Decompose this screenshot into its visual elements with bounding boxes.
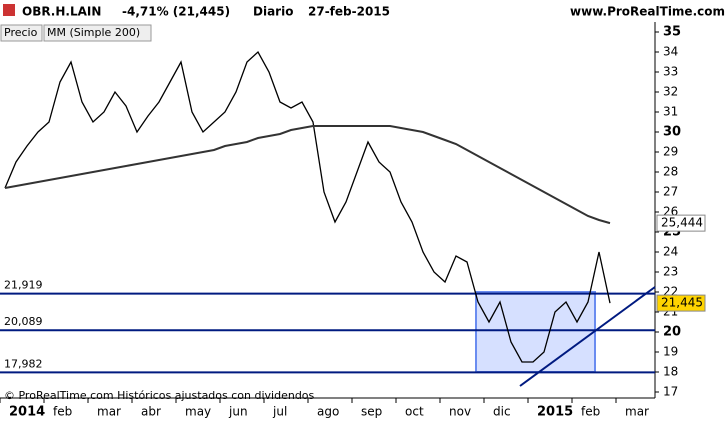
y-tick-label: 18	[663, 365, 678, 379]
y-tick-label: 29	[663, 145, 678, 159]
period: Diario	[253, 5, 293, 19]
level-label: 20,089	[4, 315, 43, 328]
price-tag	[656, 294, 706, 312]
y-tick-label: 27	[663, 185, 678, 199]
x-tick-label: dic	[493, 405, 511, 419]
y-tick-label: 20	[663, 325, 681, 340]
x-tick-label: 2014	[9, 405, 45, 420]
x-tick-label: mar	[97, 405, 121, 419]
price-tag	[656, 214, 706, 232]
price-tag-label: 21,445	[661, 296, 703, 310]
y-tick-label: 28	[663, 165, 678, 179]
button[interactable]	[43, 24, 152, 42]
series-line	[4, 50, 611, 363]
x-tick-label: sep	[361, 405, 382, 419]
series-line	[4, 125, 611, 225]
x-tick-label: nov	[449, 405, 471, 419]
x-tick-label: jul	[272, 405, 287, 419]
button-label[interactable]: Precio	[4, 26, 38, 39]
x-tick-label: ago	[317, 405, 339, 419]
x-tick-label: mar	[625, 405, 649, 419]
x-tick-label: 2015	[537, 405, 573, 420]
symbol: OBR.H.LAIN	[22, 5, 101, 19]
level-label: 17,982	[4, 357, 43, 370]
y-tick-label: 24	[663, 245, 678, 259]
y-tick-label: 34	[663, 45, 678, 59]
x-tick-label: jun	[228, 405, 248, 419]
y-tick-label: 30	[663, 125, 681, 140]
y-tick-label: 35	[663, 25, 681, 40]
y-tick-label: 23	[663, 265, 678, 279]
x-tick-label: feb	[53, 405, 72, 419]
x-tick-label: may	[185, 405, 211, 419]
y-tick-label: 19	[663, 345, 678, 359]
level-label: 21,919	[4, 279, 43, 292]
button[interactable]	[0, 24, 43, 42]
button-label[interactable]: MM (Simple 200)	[47, 26, 140, 39]
x-tick-label: oct	[405, 405, 424, 419]
x-tick-label: abr	[141, 405, 161, 419]
y-tick-label: 17	[663, 385, 678, 399]
trend-line	[519, 286, 656, 387]
y-tick-label: 33	[663, 65, 678, 79]
candle-icon	[3, 4, 15, 16]
date: 27-feb-2015	[308, 5, 390, 19]
range-box	[475, 291, 596, 373]
y-tick-label: 31	[663, 105, 678, 119]
y-tick-label: 32	[663, 85, 678, 99]
x-tick-label: feb	[581, 405, 600, 419]
footnote: © ProRealTime.com Históricos ajustados c…	[4, 389, 315, 402]
site: www.ProRealTime.com	[570, 5, 725, 19]
price-tag-label: 25,444	[661, 216, 703, 230]
change: -4,71% (21,445)	[122, 5, 230, 19]
